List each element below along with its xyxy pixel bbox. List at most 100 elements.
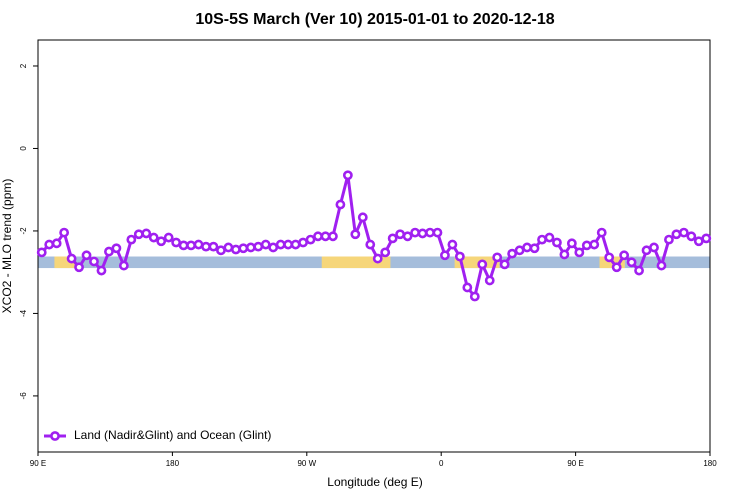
data-point (305, 234, 316, 245)
data-point (477, 259, 488, 270)
data-point (275, 239, 286, 250)
data-point (529, 243, 540, 254)
data-point (81, 250, 92, 261)
data-point (148, 232, 159, 243)
data-point (290, 239, 301, 250)
data-point (163, 232, 174, 243)
y-axis-label: XCO2 - MLO trend (ppm) (0, 179, 14, 314)
land-segment (54, 256, 76, 269)
data-point (596, 227, 607, 238)
data-point (178, 240, 189, 251)
data-point (410, 227, 420, 238)
data-point (417, 228, 428, 239)
data-point (454, 251, 465, 262)
x-tick-label: 90 E (567, 459, 583, 468)
land-segment (321, 256, 391, 269)
data-point (193, 239, 204, 250)
data-point (537, 234, 547, 245)
data-point (574, 247, 585, 258)
data-point (499, 259, 510, 270)
data-point (342, 170, 353, 181)
data-point (96, 265, 107, 276)
data-point (693, 236, 704, 247)
data-point (447, 239, 458, 250)
data-point (74, 262, 84, 273)
data-point (634, 265, 644, 276)
data-point (581, 240, 592, 251)
x-axis-label: Longitude (deg E) (327, 475, 422, 489)
data-point (298, 237, 308, 248)
data-point (626, 257, 637, 268)
x-tick-label: 180 (703, 459, 717, 468)
x-tick-label: 90 W (297, 459, 316, 468)
data-point (230, 244, 241, 255)
data-point (566, 238, 577, 249)
data-point (156, 236, 167, 247)
data-point (171, 237, 182, 248)
data-point (686, 231, 697, 242)
data-point (133, 229, 144, 240)
data-point (604, 252, 615, 263)
data-point (432, 227, 443, 238)
data-point (425, 227, 435, 238)
data-point (141, 228, 152, 239)
data-point (522, 242, 532, 253)
data-point (678, 227, 689, 238)
data-point (201, 241, 211, 252)
data-point (514, 245, 525, 256)
data-point (313, 231, 323, 242)
data-point (671, 229, 682, 240)
x-tick-label: 0 (439, 459, 444, 468)
data-point (328, 231, 338, 242)
x-tick-label: 90 E (30, 459, 46, 468)
y-tick-label: -6 (19, 392, 28, 400)
data-point (89, 256, 99, 267)
data-point (238, 243, 249, 254)
y-tick-label: 0 (19, 146, 28, 151)
data-point (589, 239, 600, 250)
y-tick-label: -2 (19, 227, 28, 235)
data-point (649, 242, 659, 253)
x-tick-label: 180 (166, 459, 180, 468)
legend-label: Land (Nadir&Glint) and Ocean (Glint) (74, 428, 271, 442)
data-point (320, 231, 331, 242)
land-segment (454, 256, 500, 269)
data-point (484, 275, 495, 286)
data-point (335, 199, 346, 210)
data-point (118, 260, 129, 271)
data-point (283, 239, 294, 250)
legend-marker (50, 431, 60, 441)
data-point (268, 242, 279, 253)
data-point (507, 248, 518, 259)
data-point (365, 239, 376, 250)
data-point (611, 262, 622, 273)
y-tick-label: -4 (19, 309, 28, 317)
data-point (216, 245, 226, 256)
data-point (357, 212, 368, 223)
data-point (469, 291, 480, 302)
data-point (701, 233, 712, 244)
data-point (223, 242, 234, 253)
data-point (208, 241, 219, 252)
data-point (186, 240, 196, 251)
data-point (44, 239, 55, 250)
data-point (66, 253, 77, 264)
data-point (51, 238, 62, 249)
data-point (440, 250, 450, 261)
data-point (350, 229, 361, 240)
data-point (387, 233, 398, 244)
data-point (380, 247, 391, 258)
data-point (111, 243, 122, 254)
data-point (260, 239, 271, 250)
data-point (402, 231, 413, 242)
data-point (245, 242, 256, 253)
data-point (395, 229, 406, 240)
data-point (664, 234, 674, 245)
y-tick-label: 2 (19, 63, 28, 68)
data-point (104, 246, 114, 257)
data-point (253, 241, 264, 252)
data-point (559, 249, 570, 260)
data-point (372, 253, 383, 264)
data-point (59, 227, 70, 238)
